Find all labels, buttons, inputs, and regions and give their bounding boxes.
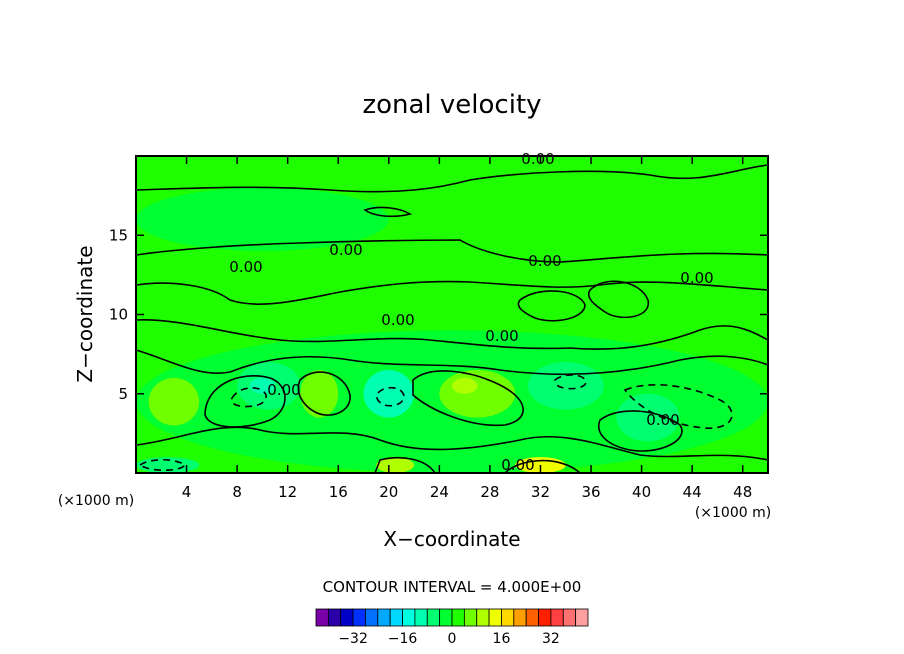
colorbar-swatch <box>513 608 527 627</box>
contour-line-dashed <box>376 386 405 407</box>
colorbar-swatch <box>426 608 441 627</box>
contour-label: 0.00 <box>485 327 518 345</box>
contour-line <box>204 375 286 428</box>
colorbar-swatch <box>550 608 564 627</box>
contour-interval-label: CONTOUR INTERVAL = 4.000E+00 <box>323 578 582 596</box>
x-tick-label: 44 <box>683 483 702 501</box>
x-tick-label: 24 <box>430 483 449 501</box>
contour-line-dashed <box>623 384 733 429</box>
x-tick-label: 16 <box>329 483 348 501</box>
colorbar-swatch <box>575 608 589 627</box>
contour-line <box>136 319 768 350</box>
x-tick-label: 36 <box>581 483 600 501</box>
contour-line <box>374 457 436 473</box>
contour-line-dashed <box>230 387 267 408</box>
y-axis-label: Z−coordinate <box>73 245 97 382</box>
colorbar-swatch <box>439 608 453 627</box>
contour-line-dashed <box>553 374 587 390</box>
contour-line <box>136 426 768 461</box>
x-tick-label: 12 <box>278 483 297 501</box>
colorbar-swatch <box>352 608 366 627</box>
colorbar-swatch <box>538 608 552 627</box>
colorbar-ticks: −32 −16 0 16 32 <box>338 631 560 647</box>
field-region <box>148 377 200 426</box>
x-tick-label: 8 <box>232 483 242 501</box>
field-region <box>300 369 339 418</box>
colorbar-tick-label: −16 <box>388 631 418 647</box>
colorbar-tick-label: 0 <box>448 631 457 647</box>
contour-line <box>136 280 768 305</box>
x-tick-label: 40 <box>632 483 651 501</box>
contour-label: 0.00 <box>229 258 262 276</box>
y-tick-label: 15 <box>109 226 128 244</box>
field-region <box>527 362 604 410</box>
field-region <box>363 369 415 418</box>
chart-title: zonal velocity <box>362 90 541 120</box>
y-axis: 5 10 15 <box>109 226 768 403</box>
x-axis-label: X−coordinate <box>383 527 520 551</box>
colorbar <box>315 608 589 627</box>
colorbar-tick-label: 32 <box>542 631 560 647</box>
contour-line <box>136 164 768 193</box>
colorbar-swatch <box>377 608 391 627</box>
contour-line <box>587 280 649 319</box>
contour-line <box>297 371 351 416</box>
colorbar-tick-label: 16 <box>493 631 511 647</box>
field-region <box>249 377 276 394</box>
y-tick-label: 10 <box>109 306 128 324</box>
contour-line <box>363 206 413 218</box>
contour-labels: 0.00 0.00 0.00 0.00 0.00 0.00 0.00 0.00 0.00 0.00 <box>229 150 713 474</box>
contour-line <box>136 349 768 376</box>
y-tick-label: 5 <box>118 385 128 403</box>
field-region <box>136 187 389 252</box>
colorbar-swatch <box>315 608 329 627</box>
contour-label: 0.00 <box>646 411 679 429</box>
field-region <box>376 457 415 473</box>
colorbar-swatch <box>501 608 515 627</box>
colorbar-swatch <box>488 608 502 627</box>
contour-label: 0.00 <box>381 311 414 329</box>
field-region <box>439 369 516 418</box>
colorbar-swatch <box>365 608 379 627</box>
x-axis: 4 8 12 16 20 24 28 32 36 40 44 48 <box>182 156 752 501</box>
colorbar-swatch <box>402 608 416 627</box>
x-tick-label: 20 <box>379 483 398 501</box>
contour-line <box>136 239 768 263</box>
field-region <box>692 377 743 426</box>
x-tick-label: 4 <box>182 483 192 501</box>
colorbar-tick-label: −32 <box>338 631 368 647</box>
colorbar-swatch <box>340 608 354 627</box>
contour-line <box>412 370 524 427</box>
colorbar-swatch <box>414 608 428 627</box>
plot-area <box>136 156 768 473</box>
contour-lines <box>136 164 768 473</box>
x-tick-label: 48 <box>733 483 752 501</box>
contour-line-dashed <box>138 458 187 472</box>
colorbar-swatch <box>525 608 539 627</box>
x-unit-right: (×1000 m) <box>695 505 771 521</box>
contour-label: 0.00 <box>680 269 713 287</box>
contour-line <box>517 290 586 322</box>
x-tick-label: 28 <box>480 483 499 501</box>
colorbar-swatch <box>389 608 403 627</box>
contour-line <box>598 410 683 452</box>
colorbar-swatch <box>327 608 342 627</box>
x-tick-label: 32 <box>531 483 550 501</box>
colorbar-swatch <box>562 608 577 627</box>
x-unit-left: (×1000 m) <box>58 493 134 509</box>
contour-label: 0.00 <box>267 381 300 399</box>
colorbar-swatch <box>451 608 465 627</box>
field-region <box>452 377 478 394</box>
colorbar-swatch <box>476 608 490 627</box>
contour-label: 0.00 <box>528 252 561 270</box>
colorbar-swatch <box>463 608 478 627</box>
contour-label: 0.00 <box>501 456 534 474</box>
field-region <box>616 393 680 442</box>
contour-label: 0.00 <box>521 150 554 168</box>
contour-label: 0.00 <box>329 241 362 259</box>
